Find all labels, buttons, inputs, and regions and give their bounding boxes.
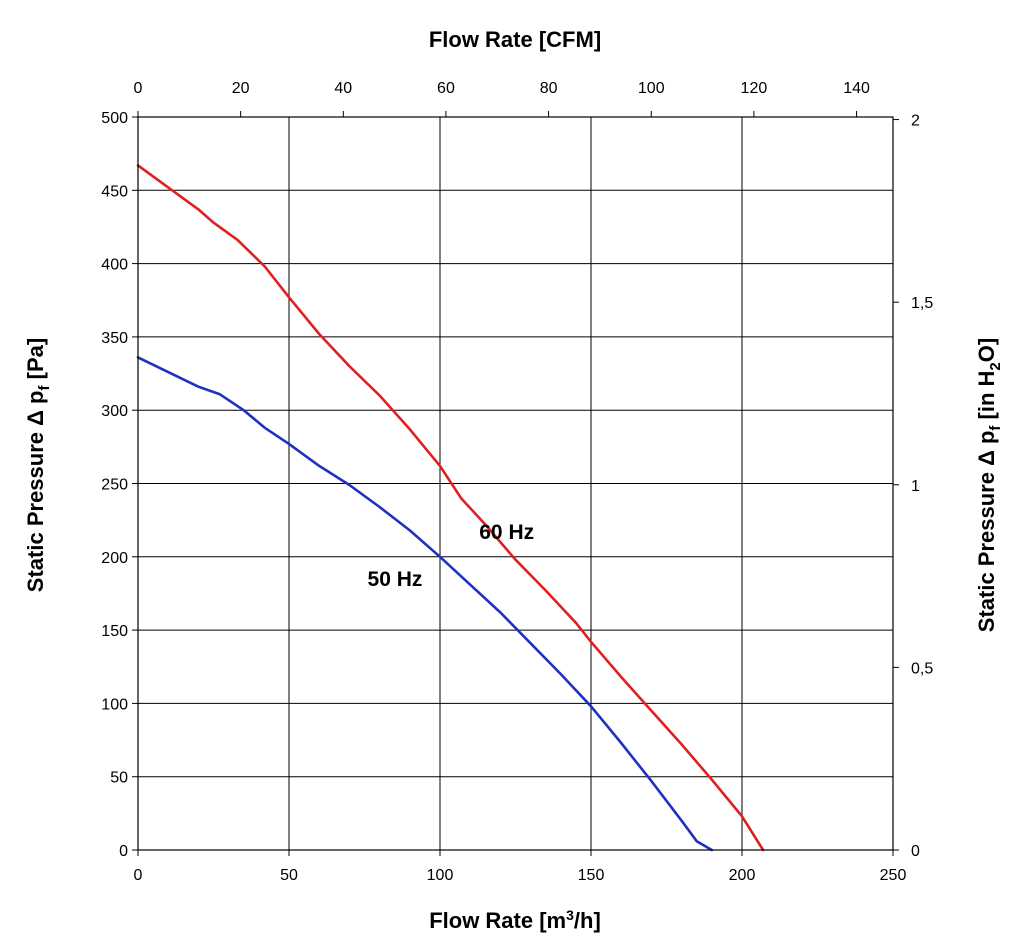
left-axis-title-main: Static Pressure Δ p — [23, 391, 48, 593]
x2-tick-label-20: 20 — [232, 80, 250, 97]
left-axis-title-subscript: f — [36, 385, 53, 391]
x-tick-label-250: 250 — [880, 867, 907, 884]
x-tick-label-150: 150 — [578, 867, 605, 884]
y-tick-label-100: 100 — [101, 696, 128, 713]
y2-tick-label-1: 1 — [911, 478, 920, 495]
y-tick-label-500: 500 — [101, 110, 128, 127]
y2-tick-label-2: 2 — [911, 113, 920, 130]
x2-tick-label-0: 0 — [134, 80, 143, 97]
left-axis-title: Static Pressure Δ pf [Pa] — [23, 338, 53, 592]
right-axis-title-main: Static Pressure Δ p — [974, 431, 999, 633]
x2-tick-label-100: 100 — [638, 80, 665, 97]
series-lines — [136, 164, 765, 852]
y2-tick-label-1,5: 1,5 — [911, 295, 933, 312]
x-tick-label-0: 0 — [134, 867, 143, 884]
y-tick-label-450: 450 — [101, 183, 128, 200]
x-tick-label-200: 200 — [729, 867, 756, 884]
bottom-axis-title: Flow Rate [m3/h] — [429, 907, 601, 933]
curve-annotations: 60 Hz 50 Hz — [368, 521, 535, 591]
left-axis-title-unit: [Pa] — [23, 338, 48, 386]
right-axis-title-subscript-f: f — [987, 425, 1004, 431]
y-tick-label-400: 400 — [101, 257, 128, 274]
y-tick-label-350: 350 — [101, 330, 128, 347]
x2-tick-label-80: 80 — [540, 80, 558, 97]
right-axis-title: Static Pressure Δ pf [in H2O] — [974, 338, 1004, 632]
x2-tick-label-40: 40 — [334, 80, 352, 97]
right-axis-title-subscript-2: 2 — [987, 362, 1004, 370]
x2-tick-label-60: 60 — [437, 80, 455, 97]
annotation-60-hz: 60 Hz — [479, 521, 534, 544]
bottom-axis-title-main: Flow Rate [m — [429, 908, 566, 933]
series-line-50-hz — [136, 356, 714, 852]
x2-tick-label-140: 140 — [843, 80, 870, 97]
y-tick-label-250: 250 — [101, 477, 128, 494]
tick-labels: 0 50 100 150 200 2500501001502002503003504004… — [101, 80, 933, 884]
y-tick-label-200: 200 — [101, 550, 128, 567]
y-tick-label-300: 300 — [101, 403, 128, 420]
series-line-60-hz — [136, 164, 765, 852]
y2-tick-label-0: 0 — [911, 843, 920, 860]
x2-tick-label-120: 120 — [741, 80, 768, 97]
annotation-50-hz: 50 Hz — [368, 568, 423, 591]
y-tick-label-150: 150 — [101, 623, 128, 640]
x-tick-label-50: 50 — [280, 867, 298, 884]
bottom-axis-title-superscript: 3 — [566, 907, 574, 923]
right-axis-title-unit-end: O] — [974, 338, 999, 362]
x-tick-label-100: 100 — [427, 867, 454, 884]
bottom-axis-title-unit: /h] — [574, 908, 601, 933]
grid-lines — [137, 116, 894, 851]
right-axis-title-unit: [in H — [974, 371, 999, 426]
y2-tick-label-0,5: 0,5 — [911, 660, 933, 677]
y-tick-label-50: 50 — [110, 770, 128, 787]
top-axis-title: Flow Rate [CFM] — [429, 27, 601, 52]
y-tick-label-0: 0 — [119, 843, 128, 860]
